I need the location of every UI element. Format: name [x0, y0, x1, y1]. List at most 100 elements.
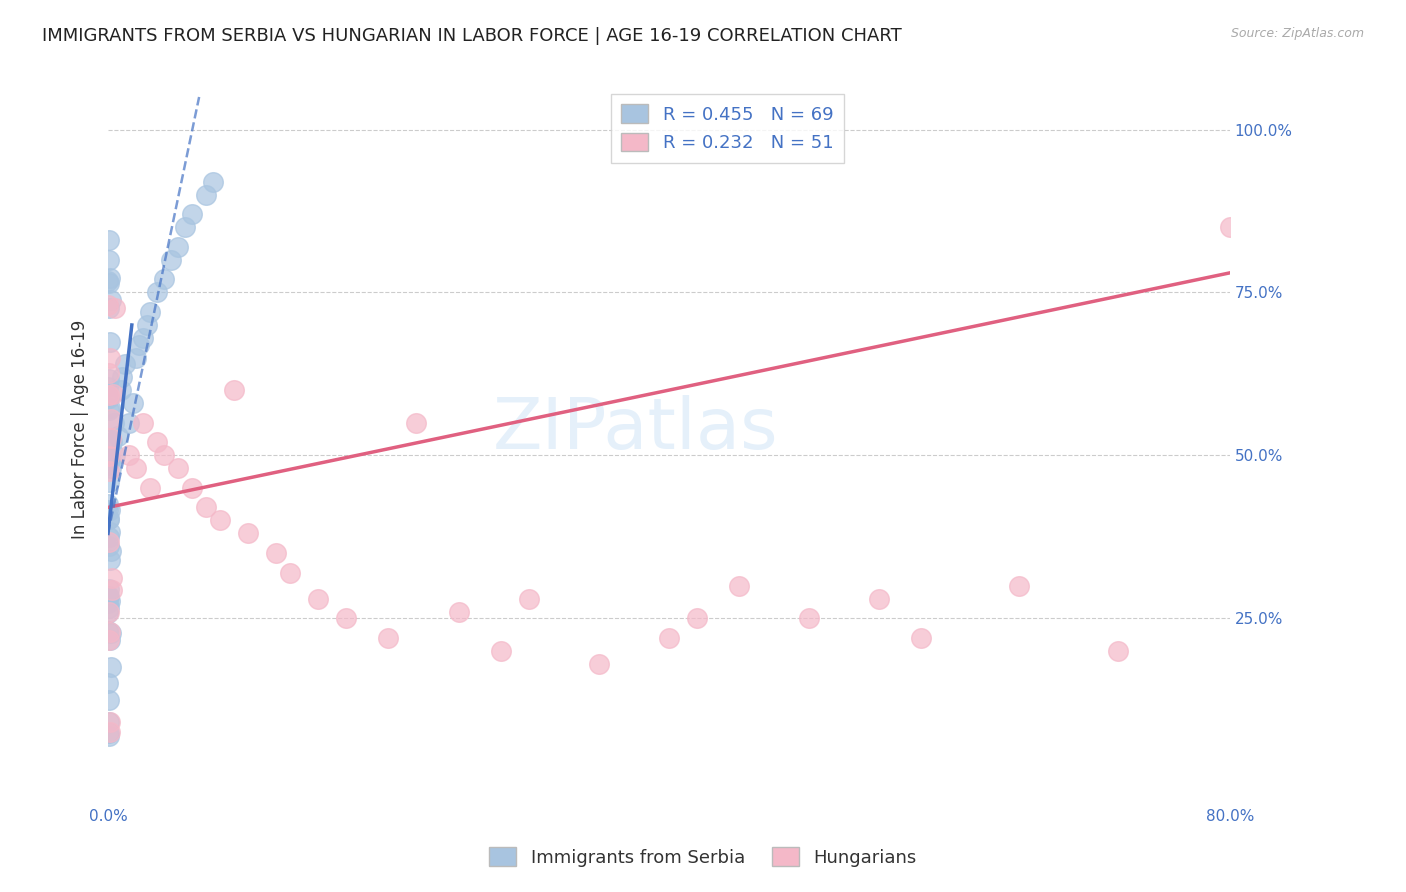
Point — [517, 591, 540, 606]
Point — [174, 220, 197, 235]
Point — [100, 625, 122, 640]
Point — [97, 298, 120, 312]
Point — [97, 534, 120, 549]
Point — [98, 714, 121, 729]
Point — [238, 526, 260, 541]
Point — [167, 461, 190, 475]
Text: 80.0%: 80.0% — [1205, 809, 1254, 824]
Point — [97, 274, 120, 288]
Point — [100, 553, 122, 567]
Y-axis label: In Labor Force | Age 16-19: In Labor Force | Age 16-19 — [72, 319, 89, 539]
Point — [153, 272, 176, 286]
Point — [868, 591, 890, 606]
Point — [107, 428, 129, 442]
Point — [1358, 122, 1381, 136]
Point — [195, 500, 218, 515]
Point — [181, 481, 204, 495]
Point — [146, 285, 169, 300]
Point — [97, 596, 120, 610]
Point — [100, 461, 122, 475]
Point — [98, 366, 121, 380]
Point — [98, 271, 121, 285]
Point — [100, 503, 122, 517]
Point — [98, 391, 121, 405]
Point — [98, 714, 121, 729]
Point — [153, 448, 176, 462]
Point — [100, 571, 122, 585]
Point — [100, 293, 122, 307]
Point — [104, 301, 127, 315]
Point — [264, 546, 287, 560]
Point — [97, 372, 120, 386]
Point — [97, 624, 120, 639]
Point — [307, 591, 329, 606]
Point — [101, 435, 124, 450]
Point — [910, 631, 932, 645]
Point — [114, 357, 136, 371]
Point — [104, 448, 127, 462]
Point — [1288, 383, 1310, 397]
Point — [1107, 644, 1129, 658]
Point — [278, 566, 301, 580]
Point — [209, 513, 232, 527]
Point — [224, 383, 246, 397]
Point — [97, 726, 120, 740]
Point — [98, 530, 121, 544]
Point — [98, 449, 121, 463]
Point — [136, 318, 159, 332]
Point — [97, 582, 120, 596]
Point — [97, 475, 120, 490]
Point — [98, 351, 121, 365]
Point — [97, 497, 120, 511]
Point — [98, 539, 121, 553]
Point — [132, 331, 155, 345]
Point — [97, 503, 120, 517]
Point — [405, 416, 427, 430]
Point — [97, 601, 120, 615]
Point — [728, 578, 751, 592]
Text: IMMIGRANTS FROM SERBIA VS HUNGARIAN IN LABOR FORCE | AGE 16-19 CORRELATION CHART: IMMIGRANTS FROM SERBIA VS HUNGARIAN IN L… — [42, 27, 901, 45]
Point — [100, 412, 122, 426]
Point — [797, 611, 820, 625]
Point — [98, 450, 121, 465]
Point — [98, 590, 121, 604]
Text: Source: ZipAtlas.com: Source: ZipAtlas.com — [1230, 27, 1364, 40]
Point — [447, 605, 470, 619]
Point — [658, 631, 681, 645]
Point — [101, 582, 124, 597]
Point — [98, 233, 121, 247]
Point — [97, 607, 120, 621]
Point — [97, 676, 120, 690]
Point — [98, 605, 121, 619]
Point — [160, 252, 183, 267]
Point — [100, 544, 122, 558]
Point — [181, 207, 204, 221]
Text: ZIPatlas: ZIPatlas — [492, 395, 778, 464]
Point — [97, 253, 120, 268]
Point — [100, 633, 122, 648]
Point — [122, 396, 145, 410]
Legend: R = 0.455   N = 69, R = 0.232   N = 51: R = 0.455 N = 69, R = 0.232 N = 51 — [610, 94, 845, 163]
Point — [100, 431, 122, 445]
Text: 0.0%: 0.0% — [89, 809, 128, 824]
Point — [98, 593, 121, 607]
Point — [128, 337, 150, 351]
Point — [97, 693, 120, 707]
Point — [139, 481, 162, 495]
Point — [146, 435, 169, 450]
Point — [97, 301, 120, 315]
Point — [118, 448, 141, 462]
Point — [100, 725, 122, 739]
Point — [98, 401, 121, 415]
Point — [97, 590, 120, 604]
Point — [98, 624, 121, 639]
Point — [125, 461, 148, 475]
Point — [100, 659, 122, 673]
Legend: Immigrants from Serbia, Hungarians: Immigrants from Serbia, Hungarians — [482, 840, 924, 874]
Point — [97, 729, 120, 743]
Point — [97, 403, 120, 417]
Point — [377, 631, 399, 645]
Point — [97, 450, 120, 465]
Point — [97, 380, 120, 394]
Point — [489, 644, 512, 658]
